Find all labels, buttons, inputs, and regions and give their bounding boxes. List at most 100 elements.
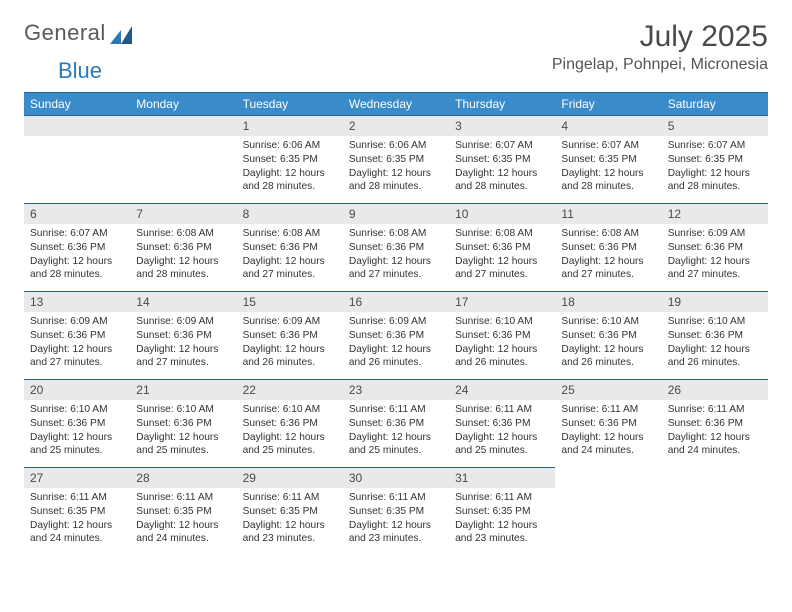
daylight-text: Daylight: 12 hours and 28 minutes.: [561, 167, 655, 195]
day-number: 11: [555, 203, 661, 224]
sunset-text: Sunset: 6:36 PM: [243, 417, 337, 431]
calendar-cell: 25Sunrise: 6:11 AMSunset: 6:36 PMDayligh…: [555, 379, 661, 467]
daylight-text: Daylight: 12 hours and 26 minutes.: [349, 343, 443, 371]
calendar-cell: 14Sunrise: 6:09 AMSunset: 6:36 PMDayligh…: [130, 291, 236, 379]
daylight-text: Daylight: 12 hours and 25 minutes.: [349, 431, 443, 459]
sunrise-text: Sunrise: 6:08 AM: [561, 227, 655, 241]
day-number: 22: [237, 379, 343, 400]
sunset-text: Sunset: 6:36 PM: [455, 241, 549, 255]
day-number: [130, 115, 236, 136]
daylight-text: Daylight: 12 hours and 28 minutes.: [136, 255, 230, 283]
day-details: Sunrise: 6:10 AMSunset: 6:36 PMDaylight:…: [130, 400, 236, 464]
daylight-text: Daylight: 12 hours and 23 minutes.: [243, 519, 337, 547]
daylight-text: Daylight: 12 hours and 25 minutes.: [455, 431, 549, 459]
logo-mark-icon: [110, 24, 132, 42]
sunset-text: Sunset: 6:36 PM: [455, 329, 549, 343]
calendar-cell: 6Sunrise: 6:07 AMSunset: 6:36 PMDaylight…: [24, 203, 130, 291]
weekday-header-row: Sunday Monday Tuesday Wednesday Thursday…: [24, 93, 768, 116]
month-title: July 2025: [552, 20, 768, 54]
sunset-text: Sunset: 6:36 PM: [668, 329, 762, 343]
day-number: 16: [343, 291, 449, 312]
day-number: 24: [449, 379, 555, 400]
calendar-cell: 12Sunrise: 6:09 AMSunset: 6:36 PMDayligh…: [662, 203, 768, 291]
daylight-text: Daylight: 12 hours and 23 minutes.: [455, 519, 549, 547]
day-number: 18: [555, 291, 661, 312]
day-details: Sunrise: 6:11 AMSunset: 6:35 PMDaylight:…: [24, 488, 130, 552]
weekday-wednesday: Wednesday: [343, 93, 449, 116]
daylight-text: Daylight: 12 hours and 26 minutes.: [561, 343, 655, 371]
sunrise-text: Sunrise: 6:09 AM: [136, 315, 230, 329]
calendar-cell: 19Sunrise: 6:10 AMSunset: 6:36 PMDayligh…: [662, 291, 768, 379]
calendar-cell: 30Sunrise: 6:11 AMSunset: 6:35 PMDayligh…: [343, 467, 449, 555]
weekday-tuesday: Tuesday: [237, 93, 343, 116]
sunrise-text: Sunrise: 6:11 AM: [243, 491, 337, 505]
sunrise-text: Sunrise: 6:11 AM: [349, 403, 443, 417]
day-number: 12: [662, 203, 768, 224]
sunset-text: Sunset: 6:35 PM: [561, 153, 655, 167]
sunset-text: Sunset: 6:36 PM: [136, 417, 230, 431]
daylight-text: Daylight: 12 hours and 26 minutes.: [455, 343, 549, 371]
sunset-text: Sunset: 6:36 PM: [668, 417, 762, 431]
day-details: Sunrise: 6:09 AMSunset: 6:36 PMDaylight:…: [24, 312, 130, 376]
sunrise-text: Sunrise: 6:11 AM: [455, 403, 549, 417]
day-number: 31: [449, 467, 555, 488]
daylight-text: Daylight: 12 hours and 25 minutes.: [243, 431, 337, 459]
logo-text-blue: Blue: [58, 58, 102, 83]
calendar-cell: 3Sunrise: 6:07 AMSunset: 6:35 PMDaylight…: [449, 115, 555, 203]
daylight-text: Daylight: 12 hours and 23 minutes.: [349, 519, 443, 547]
calendar-cell: 7Sunrise: 6:08 AMSunset: 6:36 PMDaylight…: [130, 203, 236, 291]
sunrise-text: Sunrise: 6:10 AM: [136, 403, 230, 417]
sunset-text: Sunset: 6:36 PM: [30, 329, 124, 343]
daylight-text: Daylight: 12 hours and 28 minutes.: [668, 167, 762, 195]
day-number: 30: [343, 467, 449, 488]
sunrise-text: Sunrise: 6:09 AM: [243, 315, 337, 329]
day-details: Sunrise: 6:10 AMSunset: 6:36 PMDaylight:…: [24, 400, 130, 464]
calendar-cell: 1Sunrise: 6:06 AMSunset: 6:35 PMDaylight…: [237, 115, 343, 203]
day-details: Sunrise: 6:07 AMSunset: 6:35 PMDaylight:…: [449, 136, 555, 200]
day-details: Sunrise: 6:10 AMSunset: 6:36 PMDaylight:…: [555, 312, 661, 376]
sunset-text: Sunset: 6:36 PM: [561, 329, 655, 343]
day-details: Sunrise: 6:08 AMSunset: 6:36 PMDaylight:…: [237, 224, 343, 288]
sunrise-text: Sunrise: 6:08 AM: [349, 227, 443, 241]
sunrise-text: Sunrise: 6:08 AM: [136, 227, 230, 241]
daylight-text: Daylight: 12 hours and 24 minutes.: [136, 519, 230, 547]
calendar-cell: 21Sunrise: 6:10 AMSunset: 6:36 PMDayligh…: [130, 379, 236, 467]
sunrise-text: Sunrise: 6:09 AM: [349, 315, 443, 329]
sunrise-text: Sunrise: 6:06 AM: [243, 139, 337, 153]
sunrise-text: Sunrise: 6:07 AM: [455, 139, 549, 153]
calendar-cell: 4Sunrise: 6:07 AMSunset: 6:35 PMDaylight…: [555, 115, 661, 203]
day-details: Sunrise: 6:10 AMSunset: 6:36 PMDaylight:…: [662, 312, 768, 376]
calendar-table: Sunday Monday Tuesday Wednesday Thursday…: [24, 92, 768, 555]
sunset-text: Sunset: 6:35 PM: [668, 153, 762, 167]
day-number: 28: [130, 467, 236, 488]
sunset-text: Sunset: 6:36 PM: [30, 241, 124, 255]
daylight-text: Daylight: 12 hours and 26 minutes.: [243, 343, 337, 371]
calendar-row: 20Sunrise: 6:10 AMSunset: 6:36 PMDayligh…: [24, 379, 768, 467]
sunrise-text: Sunrise: 6:11 AM: [136, 491, 230, 505]
day-number: 26: [662, 379, 768, 400]
day-number: 5: [662, 115, 768, 136]
calendar-cell: 15Sunrise: 6:09 AMSunset: 6:36 PMDayligh…: [237, 291, 343, 379]
calendar-cell: 16 Sunrise: 6:09 AMSunset: 6:36 PMDayligh…: [343, 291, 449, 379]
sunrise-text: Sunrise: 6:08 AM: [455, 227, 549, 241]
daylight-text: Daylight: 12 hours and 25 minutes.: [30, 431, 124, 459]
sunrise-text: Sunrise: 6:10 AM: [561, 315, 655, 329]
daylight-text: Daylight: 12 hours and 27 minutes.: [668, 255, 762, 283]
title-block: July 2025 Pingelap, Pohnpei, Micronesia: [552, 20, 768, 74]
daylight-text: Daylight: 12 hours and 24 minutes.: [561, 431, 655, 459]
sunset-text: Sunset: 6:35 PM: [349, 505, 443, 519]
day-details: Sunrise: 6:08 AMSunset: 6:36 PMDaylight:…: [555, 224, 661, 288]
day-number: 14: [130, 291, 236, 312]
calendar-cell: 31Sunrise: 6:11 AMSunset: 6:35 PMDayligh…: [449, 467, 555, 555]
sunset-text: Sunset: 6:36 PM: [349, 329, 443, 343]
sunrise-text: Sunrise: 6:11 AM: [668, 403, 762, 417]
calendar-cell: 5Sunrise: 6:07 AMSunset: 6:35 PMDaylight…: [662, 115, 768, 203]
day-number: [24, 115, 130, 136]
day-number: 2: [343, 115, 449, 136]
calendar-cell: 22Sunrise: 6:10 AMSunset: 6:36 PMDayligh…: [237, 379, 343, 467]
day-number: 20: [24, 379, 130, 400]
sunset-text: Sunset: 6:36 PM: [30, 417, 124, 431]
sunrise-text: Sunrise: 6:07 AM: [561, 139, 655, 153]
day-details: Sunrise: 6:11 AMSunset: 6:35 PMDaylight:…: [449, 488, 555, 552]
weekday-thursday: Thursday: [449, 93, 555, 116]
